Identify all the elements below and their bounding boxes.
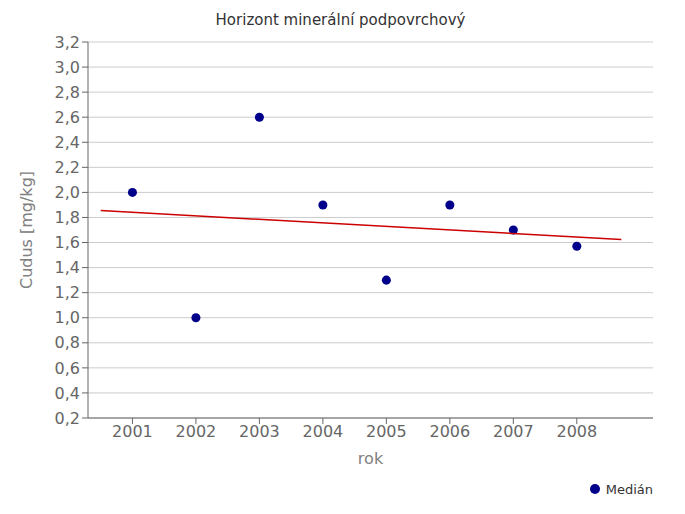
svg-text:2008: 2008 [556,422,597,441]
svg-text:1,6: 1,6 [55,233,80,252]
svg-text:3,2: 3,2 [55,33,80,52]
svg-text:2004: 2004 [303,422,344,441]
svg-text:0,4: 0,4 [55,384,80,403]
html-text:Medián: Medián [605,481,653,497]
svg-text:1,2: 1,2 [55,283,80,302]
svg-text:1,8: 1,8 [55,208,80,227]
svg-text:0,8: 0,8 [55,333,80,352]
svg-text:Cudus [mg/kg]: Cudus [mg/kg] [17,171,36,289]
svg-text:2,4: 2,4 [55,133,80,152]
svg-text:2001: 2001 [112,422,153,441]
svg-text:2,2: 2,2 [55,158,80,177]
svg-text:2003: 2003 [239,422,280,441]
svg-text:2002: 2002 [176,422,217,441]
svg-text:3,0: 3,0 [55,58,80,77]
svg-text:0,2: 0,2 [55,409,80,428]
svg-text:2,0: 2,0 [55,183,80,202]
svg-text:1,4: 1,4 [55,258,80,277]
svg-text:2005: 2005 [366,422,407,441]
svg-text:rok: rok [358,449,384,468]
svg-text:2006: 2006 [429,422,470,441]
svg-text:2,6: 2,6 [55,108,80,127]
svg-text:2,8: 2,8 [55,83,80,102]
svg-text:2007: 2007 [493,422,534,441]
svg-text:0,6: 0,6 [55,359,80,378]
html-text:Horizont minerální podpovrchov: Horizont minerální podpovrchový [215,11,466,29]
svg-text:1,0: 1,0 [55,308,80,327]
